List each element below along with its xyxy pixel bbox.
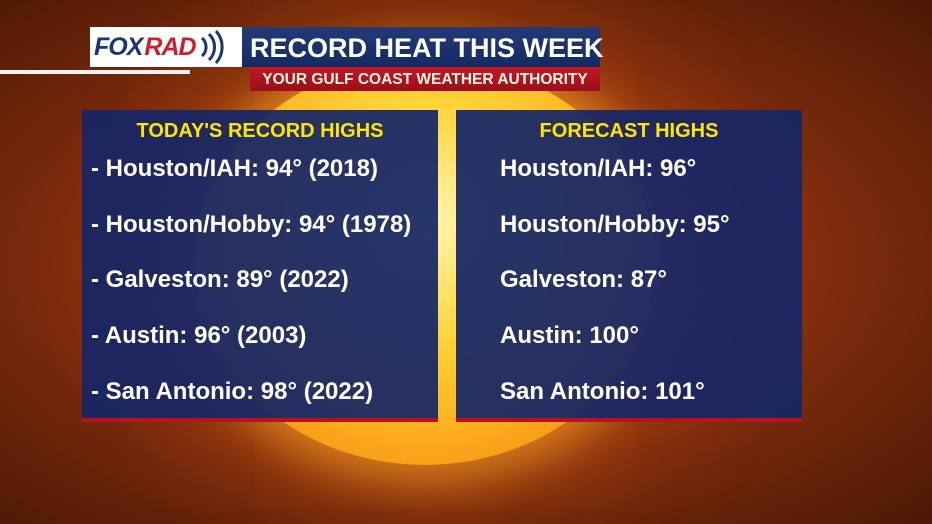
subtitle-bar: YOUR GULF COAST WEATHER AUTHORITY (250, 67, 600, 91)
forecast-highs-panel: FORECAST HIGHS Houston/IAH: 96° Houston/… (456, 110, 802, 422)
record-row: - Galveston: 89° (2022) (91, 266, 349, 293)
forecast-row: Galveston: 87° (500, 266, 667, 293)
forecast-highs-heading: FORECAST HIGHS (539, 120, 719, 142)
forecast-row: Houston/Hobby: 95° (500, 211, 730, 238)
logo-fox-text: FOX (94, 32, 143, 61)
title-bar: FOX RAD RECORD HEAT THIS WEEK (90, 27, 604, 67)
logo-rad-text: RAD (144, 32, 196, 61)
record-row: - Houston/Hobby: 94° (1978) (91, 211, 412, 238)
header-rule (0, 70, 190, 74)
radar-waves-icon (200, 30, 224, 64)
forecast-row: Austin: 100° (500, 322, 639, 349)
record-row: - San Antonio: 98° (2022) (91, 378, 374, 405)
page-title: RECORD HEAT THIS WEEK (250, 33, 604, 63)
record-highs-heading: TODAY'S RECORD HIGHS (136, 120, 384, 142)
forecast-row: San Antonio: 101° (500, 378, 705, 405)
subtitle: YOUR GULF COAST WEATHER AUTHORITY (262, 71, 588, 88)
record-row: - Austin: 96° (2003) (91, 322, 307, 349)
record-highs-panel: TODAY'S RECORD HIGHS - Houston/IAH: 94° … (82, 110, 438, 422)
forecast-row: Houston/IAH: 96° (500, 155, 697, 182)
header: FOX RAD RECORD HEAT THIS WEEK YOUR GULF … (90, 27, 604, 91)
fox-rad-logo: FOX RAD (90, 27, 242, 67)
record-row: - Houston/IAH: 94° (2018) (91, 155, 378, 182)
